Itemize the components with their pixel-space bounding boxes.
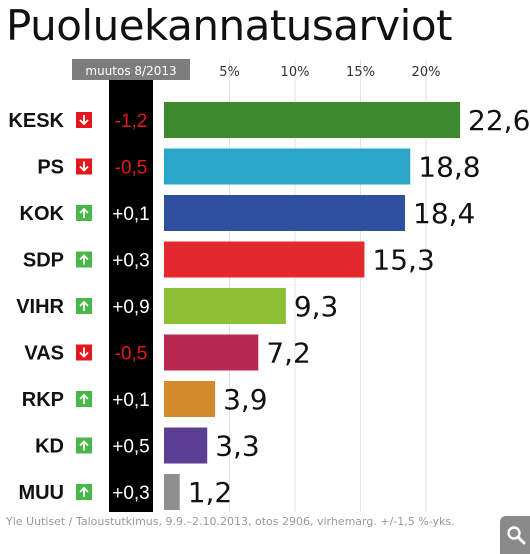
arrow-up-icon [76, 484, 92, 500]
change-value: +0,3 [112, 251, 150, 272]
zoom-button[interactable] [500, 516, 530, 554]
data-label: 18,4 [413, 197, 475, 230]
x-tick-label: 15% [346, 65, 375, 80]
change-value: -0,5 [115, 158, 148, 179]
bar [164, 427, 208, 464]
arrow-down-icon [76, 158, 92, 175]
chart-row: VAS -0,5 7,2 [24, 334, 311, 371]
x-tick-label: 20% [412, 65, 441, 80]
source-note: Yle Uutiset / Taloustutkimus, 9.9.–2.10.… [6, 515, 455, 528]
party-label: VAS [24, 343, 64, 365]
data-label: 22,6 [468, 104, 530, 137]
arrow-down-icon [76, 112, 92, 128]
data-label: 3,9 [223, 383, 268, 416]
party-label: KD [35, 436, 64, 458]
change-column: muutos 8/2013 [72, 59, 190, 512]
change-value: -1,2 [115, 111, 148, 132]
data-label: 9,3 [294, 290, 339, 323]
bar [164, 381, 216, 417]
party-label: RKP [22, 389, 64, 411]
change-value: +0,1 [112, 390, 150, 411]
party-label: SDP [23, 250, 64, 272]
party-label: KOK [20, 203, 65, 225]
party-support-chart: muutos 8/2013 5% 10% 15% 20% KESK -1,2 22,6 PS… [8, 59, 530, 512]
chart-row: VIHR +0,9 9,3 [16, 288, 338, 324]
data-label: 3,3 [215, 430, 260, 463]
chart-row: KOK +0,1 18,4 [20, 195, 475, 231]
change-value: +0,3 [112, 483, 150, 504]
arrow-up-icon [76, 298, 92, 314]
bar [164, 241, 365, 278]
chart-rows: KESK -1,2 22,6 PS -0,5 18,8 KOK +0,1 18,4 SDP +0,3… [8, 102, 530, 510]
data-label: 7,2 [266, 337, 311, 370]
data-label: 1,2 [188, 476, 233, 509]
party-label: KESK [8, 110, 64, 132]
magnifier-icon [507, 526, 526, 545]
arrow-up-icon [76, 437, 92, 454]
change-value: +0,9 [112, 297, 150, 318]
chart-row: PS -0,5 18,8 [37, 148, 481, 185]
arrow-up-icon [76, 391, 92, 407]
chart-row: RKP +0,1 3,9 [22, 381, 268, 417]
x-axis-ticks: 5% 10% 15% 20% [219, 65, 440, 80]
change-value: +0,5 [112, 437, 150, 458]
chart-row: MUU +0,3 1,2 [18, 474, 232, 510]
change-header-label: muutos 8/2013 [85, 64, 176, 78]
change-column-strip [109, 97, 153, 512]
bar [164, 102, 461, 138]
arrow-up-icon [76, 205, 92, 221]
party-label: PS [37, 157, 64, 179]
party-label: MUU [18, 482, 64, 504]
change-header-pointer [109, 80, 153, 100]
change-value: -0,5 [115, 344, 148, 365]
bar [164, 474, 180, 510]
arrow-down-icon [76, 344, 92, 361]
change-value: +0,1 [112, 204, 150, 225]
x-tick-label: 5% [219, 65, 240, 80]
bar [164, 195, 406, 231]
arrow-up-icon [76, 251, 92, 268]
chart-title: Puoluekannatusarviot [6, 1, 453, 50]
bar [164, 334, 259, 371]
data-label: 15,3 [372, 244, 434, 277]
change-header-tab [72, 59, 190, 80]
bar [164, 288, 286, 324]
data-label: 18,8 [418, 151, 480, 184]
chart-row: KD +0,5 3,3 [35, 427, 260, 464]
chart-row: SDP +0,3 15,3 [23, 241, 435, 278]
chart-row: KESK -1,2 22,6 [8, 102, 530, 138]
party-label: VIHR [16, 296, 64, 318]
bar [164, 148, 411, 185]
x-tick-label: 10% [281, 65, 310, 80]
